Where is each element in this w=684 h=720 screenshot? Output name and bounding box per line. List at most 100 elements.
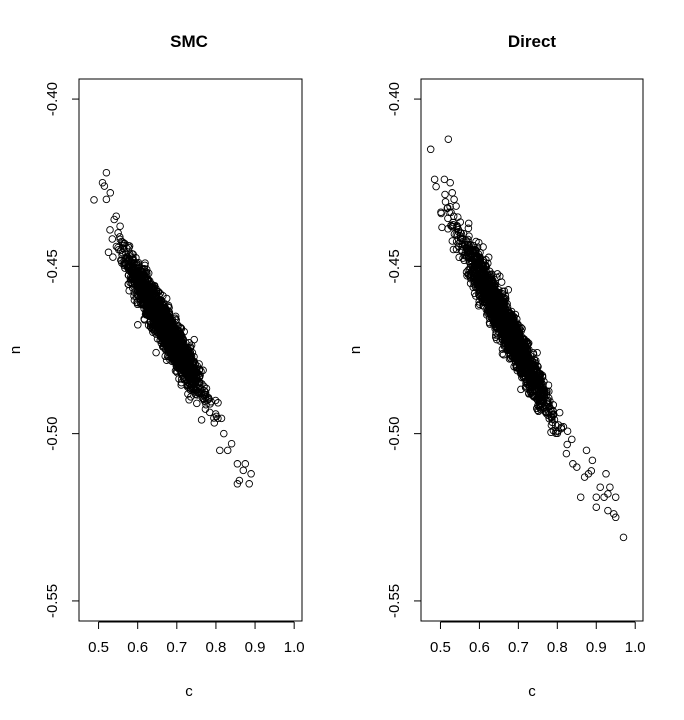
data-point [600,493,608,501]
data-point [450,230,459,238]
data-point [149,290,157,298]
data-point [449,245,458,254]
data-point [475,238,483,247]
data-point [498,315,507,323]
data-point [197,416,206,424]
x-tick-label: 0.7 [508,639,529,656]
data-point [504,331,513,340]
data-point [181,369,190,377]
data-point [524,340,532,348]
panel-direct: Direct 0.5 0.6 0.7 0.8 0.9 1.0 -0.40 -0.45 -0.5… [347,32,646,700]
data-point [426,145,435,154]
data-point [214,399,222,407]
data-point [466,246,475,255]
data-point [465,246,474,254]
data-point [509,315,517,324]
data-point [188,360,196,369]
data-point [443,204,452,213]
data-point [596,483,604,491]
data-points [90,168,255,488]
data-point [469,283,477,292]
data-point [90,196,98,204]
data-point [164,340,172,348]
data-point [489,307,498,315]
data-point [188,348,197,357]
data-point [118,248,127,257]
data-point [513,349,521,358]
data-point [503,322,512,330]
data-point [568,435,576,444]
data-point [148,322,157,330]
data-point [526,352,535,360]
data-point [489,311,497,319]
data-point [233,480,242,488]
data-point [610,510,618,518]
x-axis-label: c [185,683,193,700]
data-point [184,390,192,398]
data-point [150,313,158,322]
data-point [521,373,529,381]
data-point [204,393,213,402]
data-point [606,483,614,491]
data-point [162,356,171,364]
data-point [134,321,142,329]
data-point [525,381,534,389]
data-point [102,195,111,204]
data-point [515,324,524,333]
data-point [542,409,551,418]
data-point [190,385,198,393]
data-point [476,248,484,257]
data-point [488,292,497,301]
data-point [205,408,214,417]
data-point [458,242,466,251]
data-point [493,313,501,322]
data-point [106,226,114,234]
data-point [191,377,199,385]
data-point [448,189,456,197]
data-point [144,285,153,293]
data-point [464,235,472,244]
x-tick-label: 0.7 [166,639,187,656]
data-point [119,238,127,246]
data-point [112,212,120,220]
data-point [100,182,109,190]
chart-title: Direct [508,32,557,51]
data-point [547,405,555,413]
data-point [104,248,113,257]
data-point [464,224,473,233]
y-axis-label: n [7,346,24,354]
data-point [473,260,481,268]
data-point [200,395,208,404]
data-point [604,506,612,515]
data-point [116,222,124,230]
data-point [516,361,525,369]
x-tick-label: 0.9 [245,639,266,656]
data-point [504,286,513,294]
data-point [183,381,191,390]
y-tick-label: -0.55 [386,584,403,618]
y-axis: -0.40 -0.45 -0.50 -0.55 [44,82,80,618]
data-point [446,178,454,187]
data-point [488,270,496,278]
data-point [531,393,539,402]
data-point [520,344,528,352]
data-point [118,259,126,267]
data-point [127,259,136,267]
data-point [494,331,502,339]
data-point [150,284,158,293]
y-tick-label: -0.45 [44,249,61,283]
data-point [492,331,500,339]
data-point [503,335,511,343]
data-point [154,319,163,327]
data-point [531,364,540,373]
data-point [576,493,585,501]
x-tick-label: 1.0 [284,639,305,656]
data-point [196,371,204,380]
data-point [186,359,194,367]
data-point [472,263,481,272]
data-point [524,353,532,361]
data-point [507,344,516,352]
data-point [547,421,556,429]
data-point [518,357,526,366]
